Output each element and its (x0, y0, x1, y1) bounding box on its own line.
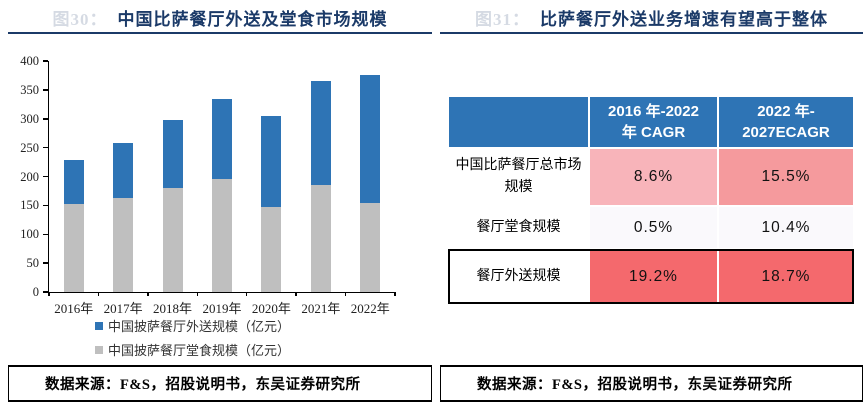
y-axis-tick (42, 175, 48, 178)
header-line: 年 CAGR (621, 124, 686, 141)
y-axis-tick-label: 200 (20, 169, 39, 184)
y-axis-tick (42, 118, 48, 120)
right-figure-number: 图31： (475, 9, 530, 29)
plot-area: 0 50 100 150 200 250 300 350 400 2016年 2017年 2018年 2… (20, 54, 396, 316)
x-axis-tick (394, 292, 396, 296)
y-axis-tick (42, 233, 48, 235)
table-header-cagr-2022-2027e: 2022 年- 2027ECAGR (719, 97, 853, 147)
x-axis-tick (344, 292, 347, 296)
bar-segment (212, 98, 232, 180)
right-figure-panel: 图31： 比萨餐厅外送业务增速有望高于整体 2016 年-2022 年 CAGR… (440, 0, 863, 406)
x-axis-category-label: 2020年 (251, 301, 291, 316)
y-axis-tick (42, 204, 48, 207)
row-label: 中国比萨餐厅总市场规模 (449, 149, 588, 205)
legend-swatch-icon (95, 345, 103, 354)
row-label: 餐厅堂食规模 (449, 207, 588, 248)
left-figure-number: 图30： (52, 9, 108, 29)
y-axis-tick-label: 50 (26, 256, 40, 271)
right-figure-title: 比萨餐厅外送业务增速有望高于整体 (540, 9, 828, 29)
left-source-bar: 数据来源：F&S，招股说明书，东吴证券研究所 (8, 365, 432, 402)
legend-swatch-icon (95, 321, 103, 330)
x-axis-category-label: 2022年 (350, 301, 390, 316)
table-header-row: 2016 年-2022 年 CAGR 2022 年- 2027ECAGR (449, 97, 853, 147)
right-title-rule (440, 32, 863, 34)
x-axis-tick (48, 292, 50, 296)
right-source-bar: 数据来源：F&S，招股说明书，东吴证券研究所 (440, 365, 863, 402)
bar-segment (360, 202, 381, 292)
table-row-delivery-highlighted: 餐厅外送规模 19.2% 18.7% (448, 249, 854, 304)
y-axis-tick (42, 60, 48, 62)
header-line: 2016 年-2022 (608, 103, 699, 120)
x-axis-category-label: 2019年 (202, 301, 242, 316)
bar-segment (261, 115, 282, 207)
y-axis-tick-label: 0 (32, 285, 39, 299)
x-axis-tick (295, 292, 297, 296)
delivery-cagr-2022-2027e: 18.7% (719, 250, 853, 303)
y-axis-tick (42, 89, 48, 91)
right-source-text: 数据来源：F&S，招股说明书，东吴证券研究所 (477, 377, 793, 393)
bar-segment (212, 179, 232, 292)
delivery-cagr-2016-2022: 19.2% (590, 250, 717, 303)
right-figure-title-row: 图31： 比萨餐厅外送业务增速有望高于整体 (440, 4, 863, 30)
x-axis-category-label: 2016年 (54, 301, 94, 316)
dinein-cagr-2016-2022: 0.5% (590, 207, 717, 248)
total-market-cagr-2022-2027e: 15.5% (719, 149, 853, 205)
bar-segment (63, 160, 84, 205)
row-label: 餐厅外送规模 (449, 250, 588, 303)
left-figure-title-row: 图30： 中国比萨餐厅外送及堂食市场规模 (8, 4, 432, 30)
x-axis-tick (245, 292, 248, 296)
y-axis-tick (42, 291, 48, 293)
y-axis-tick-label: 150 (20, 198, 39, 213)
x-axis-tick (196, 292, 199, 296)
bar-segment (162, 188, 183, 292)
table-row-total-market: 中国比萨餐厅总市场规模 8.6% 15.5% (449, 149, 853, 205)
table-header-cagr-2016-2022: 2016 年-2022 年 CAGR (590, 97, 717, 147)
left-source-text: 数据来源：F&S，招股说明书，东吴证券研究所 (45, 377, 361, 393)
y-axis-tick-label: 350 (20, 82, 39, 97)
header-line: 2022 年- (757, 103, 815, 120)
legend-label: 中国披萨餐厅外送规模（亿元） (108, 319, 291, 334)
table-header-blank-cell (449, 97, 588, 147)
y-axis-tick-label: 300 (20, 111, 39, 126)
bar-segment (113, 197, 134, 292)
bar-segment (360, 75, 381, 203)
y-axis-tick-label: 400 (20, 54, 39, 68)
legend-item: 中国披萨餐厅堂食规模（亿元） (95, 340, 290, 359)
x-axis-tick (97, 292, 100, 296)
cagr-table: 2016 年-2022 年 CAGR 2022 年- 2027ECAGR 中国比… (448, 97, 854, 305)
table-row-dinein: 餐厅堂食规模 0.5% 10.4% (449, 207, 853, 248)
bar-segment (310, 81, 331, 185)
chart-legend: 中国披萨餐厅外送规模（亿元） 中国披萨餐厅堂食规模（亿元） (95, 316, 290, 359)
bar-segment (113, 143, 134, 198)
left-figure-panel: 图30： 中国比萨餐厅外送及堂食市场规模 0 50 100 150 200 250 300 3… (8, 0, 432, 406)
total-market-cagr-2016-2022: 8.6% (590, 149, 717, 205)
x-axis-category-label: 2018年 (153, 301, 193, 316)
x-axis-tick (147, 292, 149, 296)
header-line: 2027ECAGR (742, 124, 830, 141)
left-figure-title: 中国比萨餐厅外送及堂食市场规模 (117, 9, 388, 29)
left-title-rule (8, 32, 432, 34)
bar-segment (162, 119, 183, 189)
legend-item: 中国披萨餐厅外送规模（亿元） (95, 316, 290, 335)
bar-segment (261, 206, 282, 292)
x-axis-category-label: 2017年 (103, 301, 143, 316)
y-axis-tick (42, 146, 48, 149)
bar-segment (310, 184, 331, 292)
y-axis-tick-label: 100 (20, 227, 39, 242)
x-axis-category-label: 2021年 (301, 301, 341, 316)
dinein-cagr-2022-2027e: 10.4% (719, 207, 853, 248)
legend-label: 中国披萨餐厅堂食规模（亿元） (108, 343, 291, 358)
y-axis-tick-label: 250 (20, 140, 39, 155)
y-axis-tick (42, 262, 48, 264)
bar-segment (63, 204, 84, 292)
